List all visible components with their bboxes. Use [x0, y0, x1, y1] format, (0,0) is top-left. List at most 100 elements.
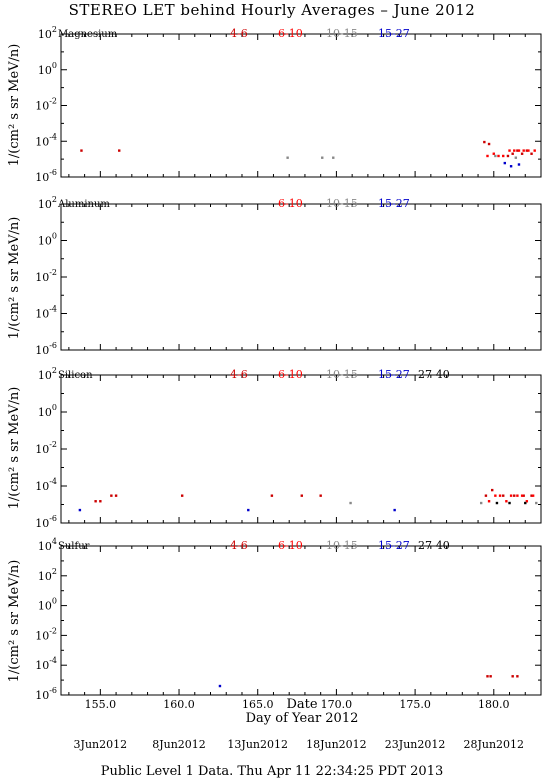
data-point-4-6	[180, 494, 184, 497]
legend-10-15: 10-15	[326, 27, 358, 40]
legend-4-6: 4-6	[230, 368, 248, 381]
data-point-6-10	[522, 149, 525, 152]
data-point-4-6	[513, 494, 516, 497]
legend-6-10: 6-10	[278, 197, 303, 210]
data-point-6-10	[516, 494, 519, 497]
data-point-4-6	[300, 494, 303, 497]
chart-title: STEREO LET behind Hourly Averages – June…	[68, 1, 476, 19]
data-point-4-6	[118, 149, 121, 152]
panel-label: Silicon	[58, 370, 93, 381]
legend-27-40: 27-40	[418, 368, 450, 381]
panel-frame-Magnesium	[60, 33, 542, 178]
data-point-4-6	[80, 149, 83, 152]
x-axis-label: Day of Year 2012	[246, 711, 359, 726]
data-point-6-10	[494, 494, 497, 497]
x-tick-label: 160.0	[163, 698, 195, 711]
y-tick-label: 10-2	[35, 626, 57, 642]
data-point-15-27	[78, 508, 82, 512]
data-point-15-27	[503, 161, 507, 165]
data-point-4-6	[511, 152, 514, 155]
y-tick-label: 102	[38, 25, 57, 41]
data-point-6-10	[513, 149, 516, 152]
y-axis-label-1: 1/(cm² s sr MeV/n)	[7, 44, 22, 167]
footer-text: Public Level 1 Data. Thu Apr 11 22:34:25…	[100, 764, 444, 779]
date-label: 28Jun2012	[463, 738, 524, 751]
y-tick-label: 10-6	[35, 341, 57, 357]
data-point-15-27	[509, 165, 513, 168]
data-point-4-6	[511, 675, 514, 678]
data-point-10-15	[332, 156, 335, 159]
y-tick-label: 104	[38, 537, 57, 553]
data-point-6-10	[509, 494, 513, 497]
x-tick-label: 170.0	[321, 698, 353, 711]
y-axis-label-2: 1/(cm² s sr MeV/n)	[7, 217, 22, 340]
data-point-10-15	[349, 501, 352, 505]
legend-15-27: 15-27	[378, 368, 410, 381]
data-point-6-10	[505, 500, 508, 503]
data-point-6-10	[527, 149, 530, 152]
data-point-15-27	[218, 684, 222, 688]
legend-6-10: 6-10	[278, 27, 303, 40]
y-axis-label-3: 1/(cm² s sr MeV/n)	[7, 387, 22, 510]
data-point-4-6	[487, 142, 491, 146]
data-point-4-6	[486, 675, 489, 678]
data-point-4-6	[502, 494, 505, 497]
data-point-4-6	[530, 494, 533, 497]
data-point-6-10	[492, 152, 495, 155]
data-point-4-6	[110, 494, 113, 497]
data-point-10-15	[494, 154, 497, 158]
date-axis-label: Date	[286, 697, 317, 712]
data-point-15-27	[393, 508, 396, 512]
y-tick-label: 10-2	[35, 440, 57, 456]
legend-10-15: 10-15	[326, 197, 358, 210]
data-point-4-6	[489, 675, 492, 678]
legend-10-15: 10-15	[326, 368, 358, 381]
data-point-4-6	[506, 154, 510, 158]
legend-4-6: 4-6	[230, 27, 248, 40]
legend-4-6: 4-6	[230, 539, 248, 552]
legend-15-27: 15-27	[378, 539, 410, 552]
data-point-6-10	[502, 154, 505, 158]
data-point-6-10	[498, 494, 502, 497]
y-axis-label-4: 1/(cm² s sr MeV/n)	[7, 560, 22, 683]
data-point-6-10	[508, 149, 511, 152]
date-label: 13Jun2012	[227, 738, 288, 751]
data-point-10-15	[479, 501, 483, 505]
data-point-4-6	[484, 494, 488, 497]
date-label: 18Jun2012	[306, 738, 367, 751]
y-tick-label: 100	[38, 61, 57, 77]
data-point-27-40	[495, 501, 499, 505]
data-point-6-10	[533, 149, 536, 152]
y-tick-label: 10-6	[35, 168, 57, 184]
panel-frame-Aluminum	[60, 203, 542, 351]
legend-6-10: 6-10	[278, 368, 303, 381]
data-point-27-40	[508, 501, 511, 505]
data-point-4-6	[491, 488, 494, 492]
y-tick-label: 10-6	[35, 514, 57, 530]
data-point-15-27	[247, 508, 250, 512]
data-point-4-6	[99, 500, 102, 503]
date-label: 8Jun2012	[152, 738, 206, 751]
data-point-4-6	[516, 149, 519, 152]
legend-10-15: 10-15	[326, 539, 358, 552]
data-point-6-10	[517, 149, 521, 152]
panel-frame-Sulfur	[60, 545, 542, 696]
data-point-27-40	[524, 501, 527, 505]
y-tick-label: 10-4	[35, 477, 57, 493]
data-point-10-15	[535, 501, 538, 505]
data-point-4-6	[516, 675, 519, 678]
data-point-4-6	[114, 494, 118, 497]
data-point-6-10	[520, 494, 524, 497]
panel-label: Sulfur	[58, 541, 90, 552]
data-point-4-6	[525, 149, 529, 152]
y-tick-label: 10-2	[35, 97, 57, 113]
legend-27-40: 27-40	[418, 539, 450, 552]
data-point-6-10	[497, 154, 500, 158]
data-point-6-10	[486, 154, 489, 158]
y-tick-label: 102	[38, 366, 57, 382]
x-tick-label: 155.0	[85, 698, 117, 711]
panel-label: Magnesium	[58, 29, 118, 40]
panel-frame-Silicon	[60, 374, 542, 524]
